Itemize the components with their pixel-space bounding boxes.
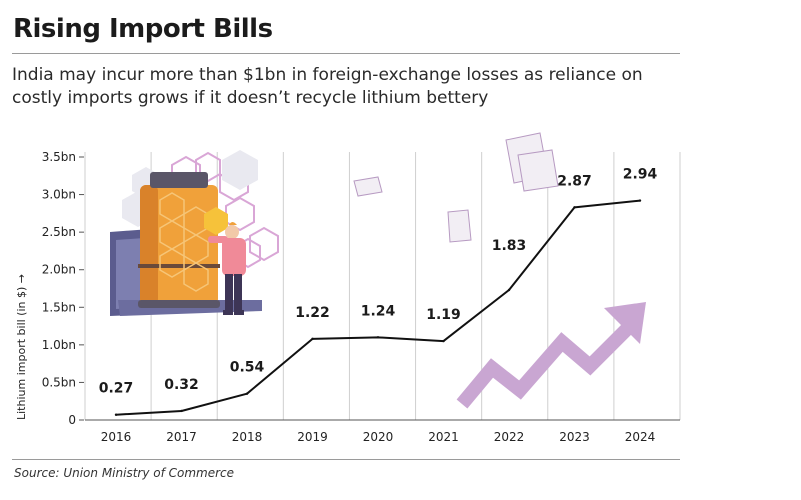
data-label: 0.32 xyxy=(164,377,199,393)
data-label: 1.83 xyxy=(492,238,527,254)
data-label: 1.22 xyxy=(295,305,330,321)
x-tick-label: 2018 xyxy=(232,430,263,444)
x-tick-label: 2016 xyxy=(101,430,132,444)
data-label: 1.24 xyxy=(361,303,396,319)
x-tick-label: 2019 xyxy=(297,430,328,444)
y-tick-label: 2.5bn xyxy=(42,225,76,239)
worker-figure-icon xyxy=(204,207,246,315)
bill-document-icon xyxy=(353,132,559,243)
y-tick-label: 2.0bn xyxy=(42,263,76,277)
subtitle: India may incur more than $1bn in foreig… xyxy=(12,65,643,108)
y-tick-label: 0 xyxy=(68,413,76,427)
trend-arrow-icon xyxy=(456,302,646,409)
x-tick-label: 2021 xyxy=(428,430,459,444)
data-label: 2.87 xyxy=(557,173,592,189)
data-label: 0.27 xyxy=(99,381,134,397)
data-label: 0.54 xyxy=(230,360,265,376)
y-axis-label: Lithium import bill (in $) → xyxy=(15,274,28,420)
battery-icon xyxy=(138,172,220,308)
data-point xyxy=(507,288,511,292)
y-tick-label: 1.0bn xyxy=(42,338,76,352)
data-point xyxy=(638,199,642,202)
source-note: Source: Union Ministry of Commerce xyxy=(14,466,235,480)
data-point xyxy=(311,337,314,341)
y-tick-label: 1.5bn xyxy=(42,300,76,314)
data-point xyxy=(180,409,183,413)
illustration xyxy=(110,132,646,409)
footer-divider xyxy=(12,459,680,460)
data-point xyxy=(376,336,380,339)
x-tick-label: 2017 xyxy=(166,430,197,444)
data-point xyxy=(573,206,576,209)
page-title: Rising Import Bills xyxy=(13,14,273,44)
title-divider xyxy=(12,53,680,54)
x-tick-label: 2023 xyxy=(559,430,590,444)
y-tick-label: 3.0bn xyxy=(42,188,76,202)
data-label: 1.19 xyxy=(426,307,461,323)
data-point xyxy=(442,339,445,343)
y-tick-label: 3.5bn xyxy=(42,150,76,164)
y-tick-label: 0.5bn xyxy=(42,375,76,389)
chart-axes: 0 0.5bn 1.0bn 1.5bn 2.0bn 2.5bn 3.0bn 3.5bn 2016… xyxy=(42,150,680,444)
data-point xyxy=(114,413,118,416)
x-tick-label: 2020 xyxy=(363,430,394,444)
data-point xyxy=(245,392,249,395)
series-line xyxy=(114,199,642,416)
x-tick-label: 2022 xyxy=(494,430,525,444)
x-tick-label: 2024 xyxy=(625,430,656,444)
data-labels: 0.27 0.32 0.54 1.22 1.24 1.19 1.83 2.87 2.94 xyxy=(99,167,658,397)
data-label: 2.94 xyxy=(623,167,658,183)
